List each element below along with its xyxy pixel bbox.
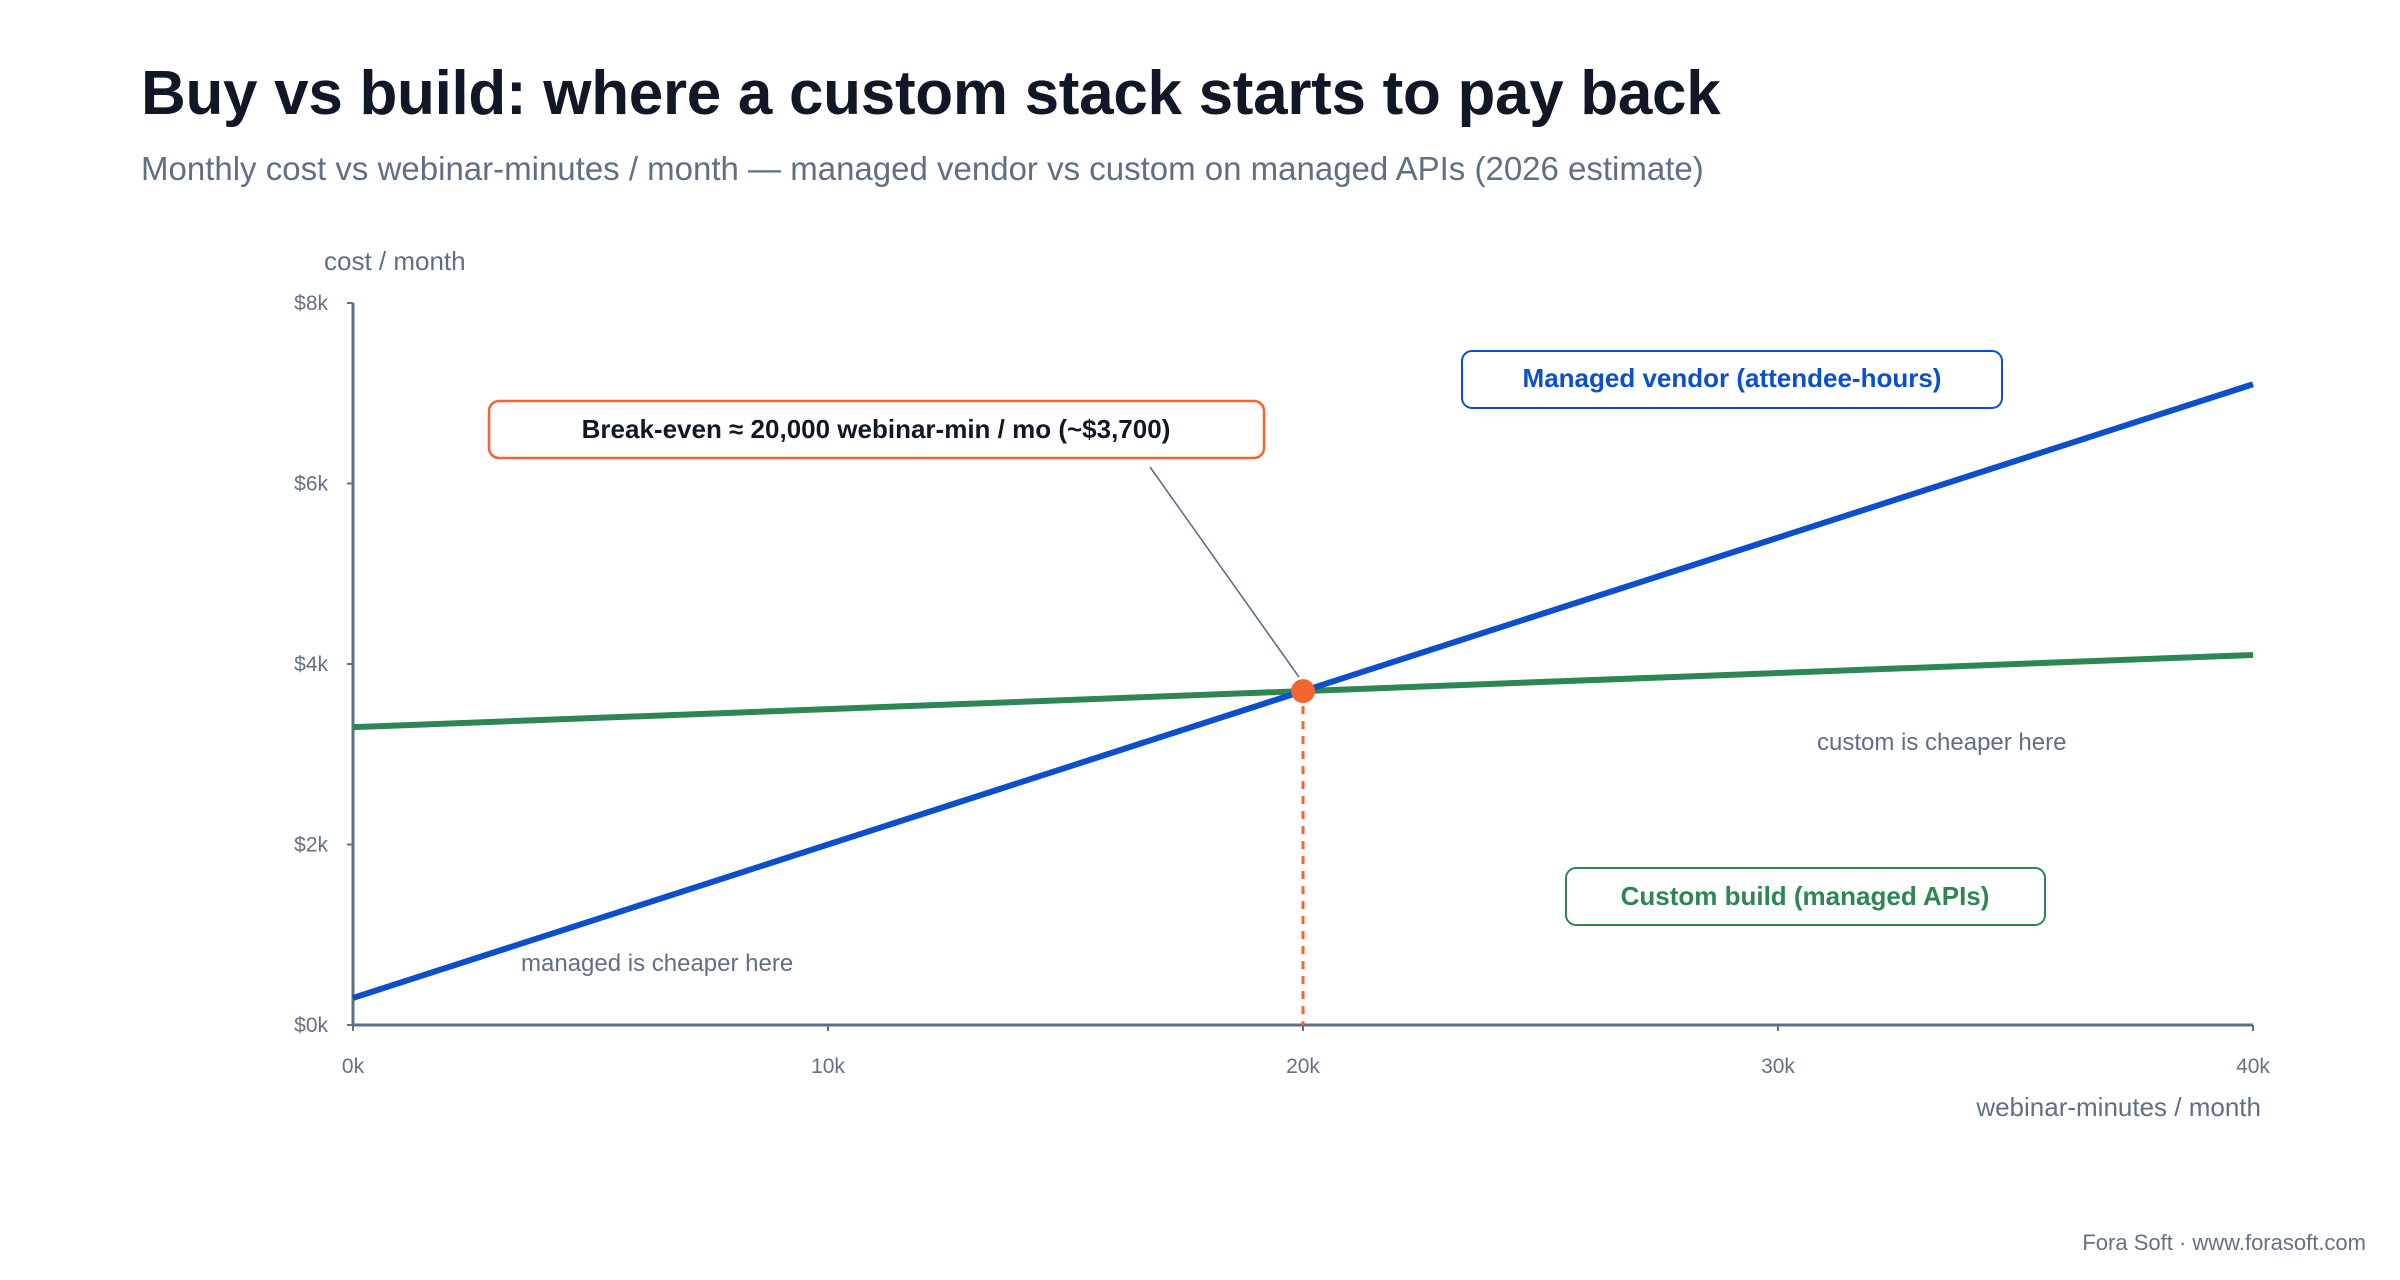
- break-even-callout-box: [487, 399, 1266, 460]
- managed-vendor-label-text: Managed vendor (attendee-hours): [1523, 363, 1942, 393]
- x-axis-title: webinar-minutes / month: [1975, 1092, 2261, 1122]
- x-tick-label: 0k: [342, 1055, 365, 1078]
- chart-title: Buy vs build: where a custom stack start…: [141, 59, 1721, 128]
- y-tick-label: $4k: [294, 653, 328, 676]
- managed-vendor-label-box: [1461, 350, 2003, 409]
- break-even-group: [1149, 466, 1315, 1025]
- managed-vendor-label: Managed vendor (attendee-hours): [1461, 350, 2003, 409]
- x-tick-label: 30k: [1761, 1055, 1795, 1078]
- custom-build-label-box: [1565, 867, 2046, 926]
- custom-build-label-text: Custom build (managed APIs): [1621, 881, 1990, 911]
- y-tick-label: $8k: [294, 292, 328, 315]
- break-even-callout: Break-even ≈ 20,000 webinar-min / mo (~$…: [487, 399, 1266, 460]
- break-even-callout-text: Break-even ≈ 20,000 webinar-min / mo (~$…: [582, 414, 1171, 444]
- y-tick-label: $0k: [294, 1014, 328, 1037]
- footer-credit: Fora Soft · www.forasoft.com: [2082, 1230, 2366, 1255]
- y-axis-title: cost / month: [324, 246, 466, 276]
- chart-subtitle: Monthly cost vs webinar-minutes / month …: [141, 150, 1704, 187]
- x-tick-label: 40k: [2236, 1055, 2270, 1078]
- custom-build-label: Custom build (managed APIs): [1565, 867, 2046, 926]
- x-tick-label: 20k: [1286, 1055, 1320, 1078]
- y-tick-label: $6k: [294, 473, 328, 496]
- ticks: $0k $2k $4k $6k $8k 0k 10k 20k 30k 40k: [294, 292, 2270, 1078]
- x-tick-label: 10k: [811, 1055, 845, 1078]
- region-label-custom: custom is cheaper here: [1817, 729, 2066, 756]
- break-even-point: [1291, 679, 1315, 704]
- region-label-managed: managed is cheaper here: [521, 950, 793, 977]
- break-even-leader-line: [1149, 466, 1300, 678]
- y-tick-label: $2k: [294, 834, 328, 857]
